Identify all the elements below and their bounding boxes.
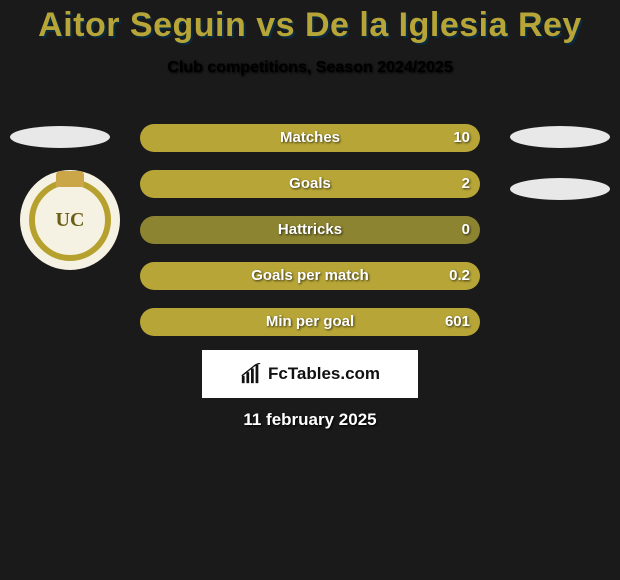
stat-label: Matches	[140, 124, 480, 152]
subtitle: Club competitions, Season 2024/2025	[0, 59, 620, 77]
comparison-infographic: Aitor Seguin vs De la Iglesia Rey Club c…	[0, 0, 620, 580]
footer-date: 11 february 2025	[0, 410, 620, 430]
crown-icon	[56, 171, 84, 187]
stat-row: Goals per match0.2	[140, 262, 480, 290]
player-left-badge	[10, 126, 110, 148]
brand-box: FcTables.com	[202, 350, 418, 398]
stat-value-right: 0.2	[449, 262, 470, 290]
stat-value-right: 0	[462, 216, 470, 244]
stat-value-right: 2	[462, 170, 470, 198]
bar-chart-icon	[240, 363, 262, 385]
stat-bars: Matches10 Goals2 Hattricks0 Goals per match…	[140, 124, 480, 354]
stat-row: Matches10	[140, 124, 480, 152]
crest-ring: UC	[29, 179, 111, 261]
page-title: Aitor Seguin vs De la Iglesia Rey	[0, 0, 620, 45]
stat-row: Hattricks0	[140, 216, 480, 244]
stat-label: Goals per match	[140, 262, 480, 290]
stat-value-right: 10	[453, 124, 470, 152]
club-crest: UC	[20, 170, 120, 270]
crest-monogram: UC	[56, 209, 85, 232]
stat-row: Min per goal601	[140, 308, 480, 336]
player-right-badge-2	[510, 178, 610, 200]
stat-row: Goals2	[140, 170, 480, 198]
stat-value-right: 601	[445, 308, 470, 336]
brand-text: FcTables.com	[268, 364, 380, 384]
stat-label: Goals	[140, 170, 480, 198]
stat-label: Min per goal	[140, 308, 480, 336]
player-right-badge-1	[510, 126, 610, 148]
stat-label: Hattricks	[140, 216, 480, 244]
title-text: Aitor Seguin vs De la Iglesia Rey	[38, 6, 582, 44]
